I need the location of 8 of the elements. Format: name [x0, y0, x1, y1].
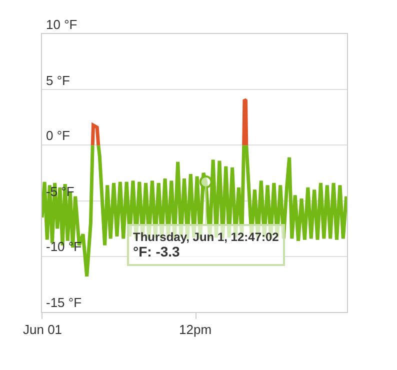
y-tick-label: 0 °F: [46, 128, 70, 143]
x-tick-label: Jun 01: [23, 322, 62, 337]
y-tick-label: -10 °F: [46, 239, 82, 254]
x-tick-label: 12pm: [179, 322, 212, 337]
y-tick-label: 10 °F: [46, 17, 78, 32]
y-tick-label: 5 °F: [46, 73, 70, 88]
y-tick-label: -15 °F: [46, 295, 82, 310]
annotation: Thursday, Jun 1, 12:47:02 °F: -3.3: [133, 230, 280, 260]
